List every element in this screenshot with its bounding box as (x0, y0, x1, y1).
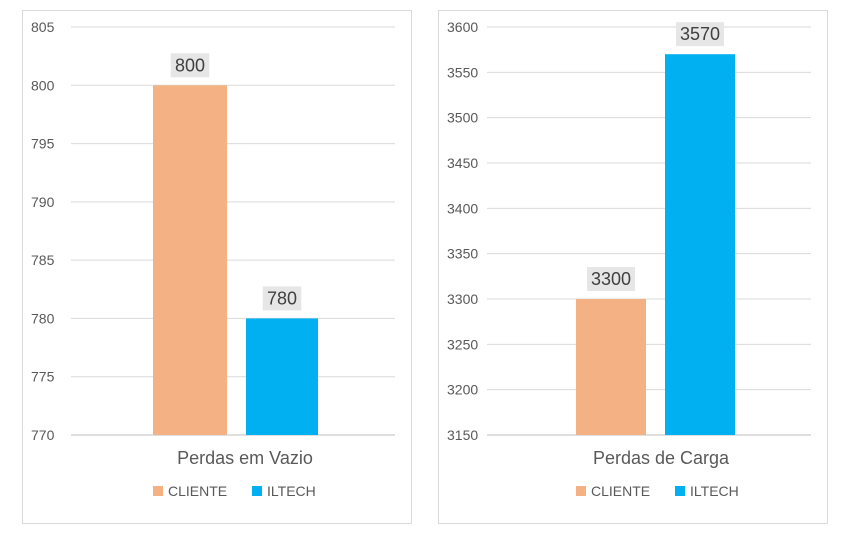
y-tick-label: 3550 (447, 64, 478, 80)
y-tick-label: 770 (31, 427, 55, 443)
data-label-box (587, 267, 635, 291)
chart-perdas-de-carga: 3150 3200 3250 3300 3350 3400 3450 3500 3550 3600… (438, 10, 828, 524)
data-label: 800 (175, 55, 205, 75)
legend-label: ILTECH (690, 483, 739, 499)
data-label-box (262, 286, 302, 311)
data-label: 3570 (680, 24, 720, 44)
y-tick-label: 3600 (447, 19, 478, 35)
y-tick-label: 790 (31, 194, 55, 210)
data-label-box (170, 53, 210, 78)
y-tick-label: 3350 (447, 246, 478, 262)
y-tick-label: 805 (31, 19, 55, 35)
data-label-box (676, 22, 724, 47)
y-tick-label: 3300 (447, 291, 478, 307)
y-tick-label: 3250 (447, 336, 478, 352)
category-label: Perdas em Vazio (177, 448, 313, 468)
bar-cliente (576, 299, 646, 435)
legend-swatch (576, 486, 586, 496)
y-tick-label: 800 (31, 77, 55, 93)
y-tick-label: 3400 (447, 200, 478, 216)
chart-svg: 770 775 780 785 790 795 800 805 800 780 Perdas em … (31, 19, 395, 499)
category-label: Perdas de Carga (593, 448, 730, 468)
bar-iltech (246, 318, 318, 435)
y-tick-label: 775 (31, 369, 55, 385)
bar-iltech (665, 54, 735, 435)
y-tick-label: 785 (31, 252, 55, 268)
y-tick-label: 3150 (447, 427, 478, 443)
data-label: 780 (267, 288, 297, 308)
legend-label: ILTECH (267, 483, 316, 499)
bar-cliente (153, 85, 227, 436)
data-label: 3300 (591, 269, 631, 289)
legend-swatch (252, 486, 262, 496)
chart-perdas-em-vazio: 770 775 780 785 790 795 800 805 800 780 Perdas em … (22, 10, 412, 524)
y-tick-label: 3500 (447, 110, 478, 126)
legend-swatch (675, 486, 685, 496)
y-tick-label: 3200 (447, 382, 478, 398)
y-tick-label: 780 (31, 310, 55, 326)
y-tick-label: 3450 (447, 155, 478, 171)
legend-label: CLIENTE (168, 483, 227, 499)
legend-swatch (153, 486, 163, 496)
legend-label: CLIENTE (591, 483, 650, 499)
y-tick-label: 795 (31, 136, 55, 152)
chart-svg: 3150 3200 3250 3300 3350 3400 3450 3500 3550 3600… (447, 19, 811, 499)
